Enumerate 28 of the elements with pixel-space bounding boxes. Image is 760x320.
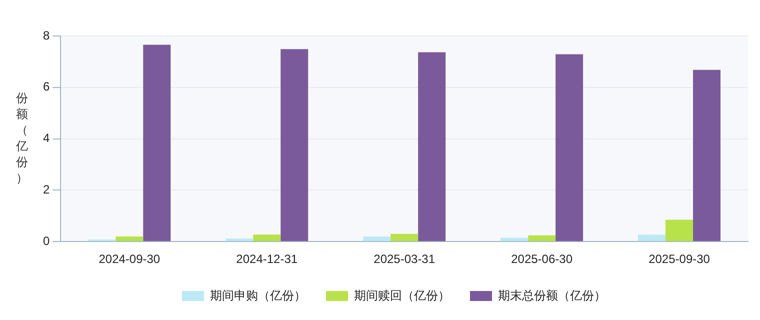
legend-label: 期间赎回（亿份） (354, 288, 450, 302)
bar (556, 54, 584, 242)
bar (500, 238, 528, 242)
bar (253, 234, 281, 242)
x-tick-label: 2024-09-30 (98, 252, 160, 266)
y-axis-title: 份额（亿份） (16, 90, 29, 186)
x-tick-label: 2025-09-30 (648, 252, 710, 266)
y-tick-label: 8 (42, 28, 50, 42)
x-tick-label: 2025-03-31 (374, 252, 436, 266)
x-tick-label: 2025-06-30 (511, 252, 573, 266)
bar (143, 44, 171, 242)
y-tick-label: 2 (42, 182, 50, 197)
y-tick-label: 6 (42, 80, 50, 94)
bar (418, 52, 446, 242)
bar (693, 70, 721, 242)
bar (666, 220, 694, 242)
legend-label: 期末总份额（亿份） (498, 288, 606, 302)
bar (226, 238, 254, 242)
legend-label: 期间申购（亿份） (210, 288, 306, 302)
bar (390, 234, 418, 242)
bar (363, 236, 391, 242)
y-tick-label: 4 (42, 131, 50, 146)
bar (638, 234, 666, 242)
bar (280, 49, 308, 242)
x-tick-label: 2024-12-31 (236, 252, 298, 266)
bar (528, 235, 556, 242)
bar (116, 236, 144, 242)
y-tick-label: 0 (42, 234, 50, 248)
